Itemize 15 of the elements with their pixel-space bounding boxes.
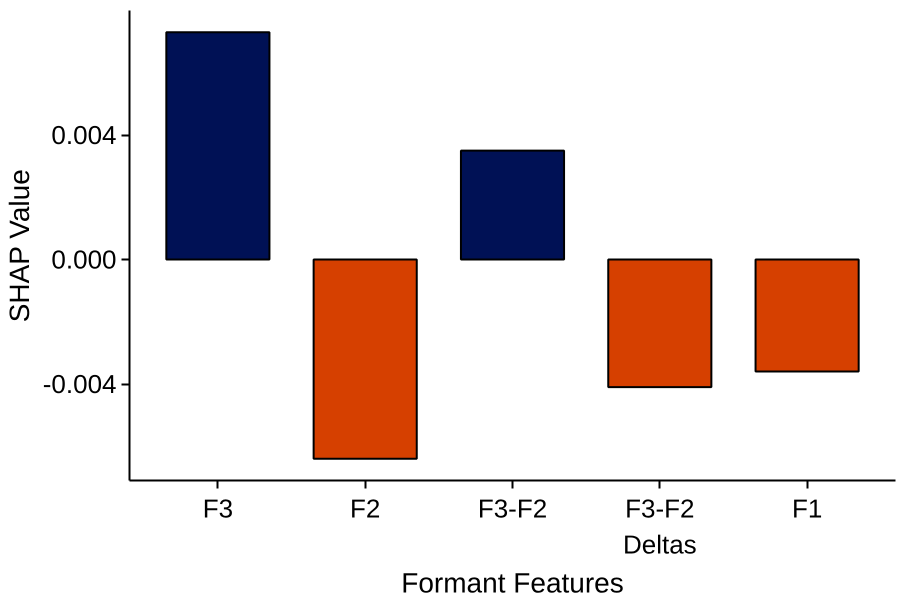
bar: [754, 258, 860, 373]
x-tick-label: F1: [792, 494, 822, 524]
bar: [165, 31, 270, 261]
y-tick-label: -0.004: [42, 369, 117, 400]
x-tick-label: F2: [350, 494, 380, 524]
bar: [607, 258, 712, 388]
bar: [460, 150, 566, 261]
bar: [312, 258, 418, 460]
x-tick-label: F3-F2: [478, 494, 548, 524]
x-tick-label: F3-F2 Deltas: [622, 494, 697, 560]
x-axis-title: Formant Features: [401, 568, 624, 598]
y-axis-title: SHAP Value: [4, 169, 35, 322]
x-tick-label: F3: [202, 494, 234, 524]
y-tick-label: 0.000: [51, 244, 117, 275]
y-tick-label: 0.004: [51, 120, 117, 150]
